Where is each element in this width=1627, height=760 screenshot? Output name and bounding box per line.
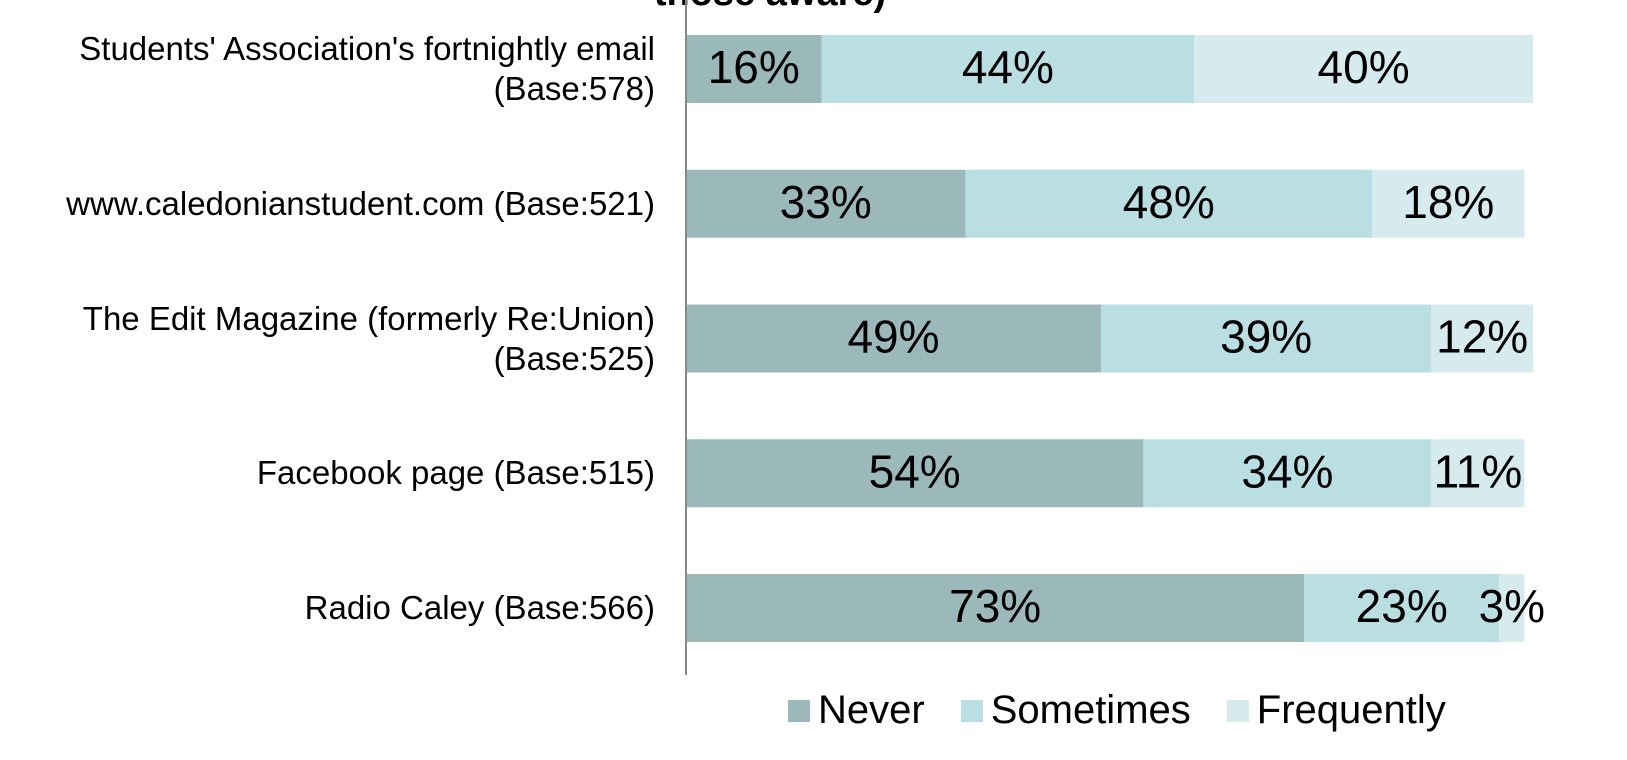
- bar-segment: [821, 35, 1195, 103]
- data-label: 73%: [949, 580, 1041, 632]
- legend-label: Sometimes: [990, 688, 1191, 732]
- bar-segment: [1101, 304, 1432, 373]
- bar-segment: [1431, 304, 1533, 373]
- legend-item: Frequently: [1226, 688, 1446, 733]
- legend-swatch: [788, 699, 810, 722]
- legend-item: Sometimes: [960, 688, 1191, 733]
- chart-title: those aware): [470, 0, 1070, 15]
- data-label: 12%: [1436, 311, 1528, 363]
- bar-segment: [1499, 574, 1525, 642]
- category-label: Facebook page (Base:515): [256, 454, 655, 492]
- legend-label: Never: [818, 688, 925, 732]
- bar-segment: [686, 574, 1305, 642]
- category-label: Radio Caley (Base:566): [304, 589, 655, 626]
- bar-segment: [686, 304, 1102, 373]
- data-label: 44%: [962, 41, 1054, 93]
- bar-segment: [1372, 169, 1525, 238]
- bar-segment: [686, 439, 1144, 508]
- data-label: 23%: [1356, 580, 1448, 632]
- category-label: www.caledonianstudent.com (Base:521): [66, 184, 655, 222]
- legend-swatch: [960, 699, 983, 722]
- bar-segment: [686, 35, 822, 103]
- bar-segment: [1431, 439, 1525, 508]
- data-label: 34%: [1241, 445, 1333, 497]
- data-label: 54%: [869, 445, 961, 497]
- bar-segment: [1194, 35, 1533, 103]
- legend-swatch: [1226, 699, 1249, 722]
- data-label: 18%: [1402, 176, 1494, 228]
- legend-label: Frequently: [1256, 688, 1446, 732]
- data-label: 11%: [1434, 445, 1523, 497]
- data-label: 49%: [847, 311, 939, 363]
- data-label: 16%: [708, 41, 800, 93]
- legend: Never Sometimes Frequently: [788, 688, 1482, 733]
- bar-segment: [965, 169, 1373, 238]
- data-label: 39%: [1220, 311, 1312, 363]
- bar-segment: [686, 169, 966, 238]
- legend-item: Never: [788, 688, 925, 733]
- bar-segment: [1143, 439, 1432, 508]
- data-label: 40%: [1318, 41, 1410, 93]
- data-label: 33%: [780, 176, 872, 228]
- category-label: The Edit Magazine (formerly Re:Union) (B…: [82, 299, 655, 377]
- data-label: 48%: [1123, 176, 1215, 228]
- category-label: Students' Association's fortnightly emai…: [79, 30, 655, 107]
- data-label: 3%: [1479, 580, 1545, 632]
- bar-segment: [1304, 574, 1500, 642]
